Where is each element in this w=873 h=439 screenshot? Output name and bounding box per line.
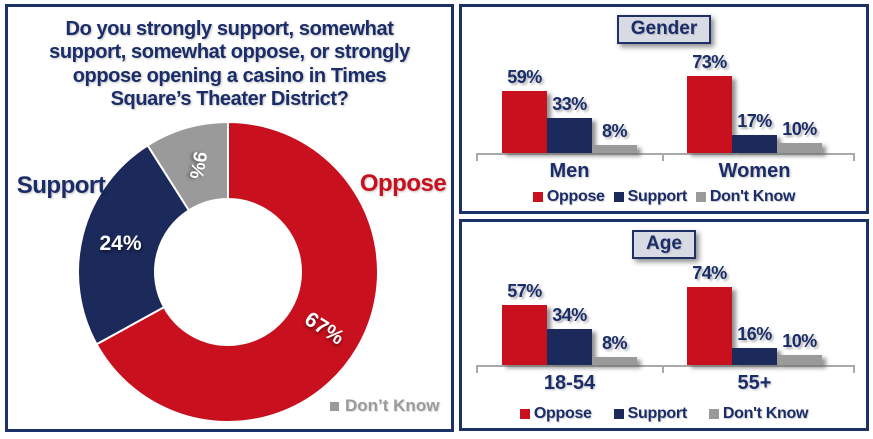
donut-slice-don-t-know: [146, 121, 229, 212]
bar-value-label: 57%: [507, 281, 542, 302]
bar-value-label: 10%: [782, 330, 817, 351]
bar-value-label: 73%: [692, 52, 727, 73]
bar-value-label: 74%: [692, 263, 727, 284]
gender-legend: Oppose Support Don't Know: [462, 188, 866, 206]
bar-age-18-54-oppose: [502, 305, 547, 365]
bar-value-label: 17%: [737, 111, 772, 132]
bar-value-label: 8%: [601, 332, 628, 353]
legend-swatch-icon: [519, 409, 530, 419]
legend-label: Oppose: [533, 405, 592, 422]
gender-title: Gender: [630, 18, 698, 39]
age-plot: 57% 34% 8% 18-54 74% 16% 10% 55+: [462, 222, 866, 428]
category-label: 18-54: [543, 372, 596, 394]
gender-plot: 59% 33% 8% Men 73% 17% 10% Women: [462, 7, 866, 211]
age-legend: Oppose Support Don't Know: [462, 405, 866, 423]
gender-panel: Gender 59% 33% 8% Men 73% 17% 10% Women Oppose S…: [459, 4, 869, 214]
legend-item-don-t-know: Don't Know: [708, 405, 809, 423]
bar-gender-men-support: [547, 118, 592, 153]
legend-label: Oppose: [546, 188, 605, 205]
bar-value-label: 59%: [507, 67, 542, 87]
legend-item-support: Support: [613, 188, 688, 206]
bar-age-55--don-t-know: [777, 354, 822, 365]
dont-know-swatch-icon: [330, 401, 339, 411]
bar-gender-women-support: [732, 135, 777, 153]
bar-group-men: 59% 33% 8% Men: [502, 7, 637, 211]
legend-swatch-icon: [708, 409, 719, 419]
question-title-line: support, somewhat oppose, or strongly: [49, 41, 410, 64]
legend-item-support: Support: [613, 405, 688, 423]
bar-value-label: 10%: [782, 118, 817, 139]
question-title-line: Square’s Theater District?: [110, 88, 349, 111]
bar-value-label: 33%: [552, 94, 587, 115]
bar-value-label: 34%: [552, 305, 587, 326]
support-label: Support: [16, 172, 106, 199]
bar-group-18-54: 57% 34% 8% 18-54: [502, 222, 637, 428]
bar-value-label: 8%: [601, 120, 628, 141]
bar-gender-men-oppose: [502, 91, 547, 153]
legend-label: Support: [627, 188, 688, 205]
bar-gender-men-don-t-know: [592, 144, 637, 153]
question-title-line: Do you strongly support, somewhat: [65, 18, 394, 40]
gender-title-box: Gender: [616, 15, 712, 44]
bar-value-label: 16%: [737, 324, 772, 345]
age-panel: Age 57% 34% 8% 18-54 74% 16% 10% 55+ Oppose Supp…: [459, 219, 869, 431]
question-title: Do you strongly support, somewhat suppor…: [14, 18, 445, 112]
axis-tick: [662, 153, 664, 161]
bar-age-55--support: [732, 348, 777, 365]
bar-gender-women-oppose: [687, 76, 732, 153]
donut-chart: [77, 121, 379, 423]
bar-age-18-54-support: [547, 329, 592, 365]
dont-know-legend-label: Don’t Know: [345, 396, 440, 415]
axis-tick: [662, 365, 664, 373]
bar-group-women: 73% 17% 10% Women: [687, 7, 822, 211]
category-label: 55+: [737, 372, 772, 394]
donut-slice-oppose: [95, 121, 379, 423]
bar-group-55-: 74% 16% 10% 55+: [687, 222, 822, 428]
legend-label: Support: [627, 405, 688, 422]
question-title-line: oppose opening a casino in Times: [72, 64, 387, 87]
legend-item-oppose: Oppose: [532, 188, 605, 206]
legend-swatch-icon: [613, 409, 624, 419]
legend-item-don-t-know: Don't Know: [695, 188, 796, 206]
oppose-label: Oppose: [359, 170, 447, 197]
category-label: Men: [549, 160, 590, 182]
legend-swatch-icon: [532, 192, 543, 202]
axis-tick: [853, 365, 855, 373]
age-title-box: Age: [632, 230, 696, 259]
dont-know-legend: Don’t Know: [330, 396, 439, 416]
legend-label: Don't Know: [709, 188, 796, 205]
age-title: Age: [646, 233, 682, 254]
legend-label: Don't Know: [722, 405, 809, 422]
category-label: Women: [718, 160, 791, 182]
donut-value-support: 24%: [99, 232, 142, 256]
legend-swatch-icon: [695, 192, 706, 202]
axis-tick: [476, 153, 478, 161]
axis-tick: [853, 153, 855, 161]
gender-x-axis: [476, 153, 855, 155]
donut-slice-support: [77, 144, 190, 346]
donut-panel: Do you strongly support, somewhat suppor…: [5, 4, 454, 432]
bar-age-55--oppose: [687, 287, 732, 365]
bar-gender-women-don-t-know: [777, 142, 822, 153]
legend-swatch-icon: [613, 192, 624, 202]
axis-tick: [476, 365, 478, 373]
age-x-axis: [476, 365, 855, 367]
bar-age-18-54-don-t-know: [592, 356, 637, 365]
legend-item-oppose: Oppose: [519, 405, 592, 423]
